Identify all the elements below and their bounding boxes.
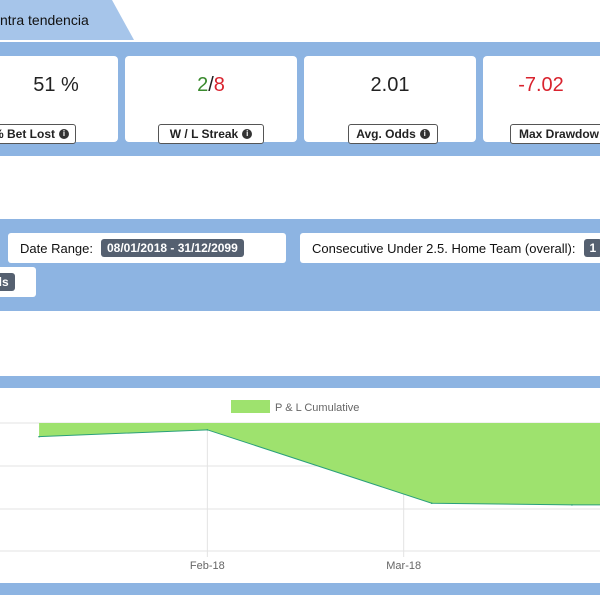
x-tick-label: Mar-18	[386, 560, 421, 572]
info-icon[interactable]: i	[242, 129, 253, 139]
stat-value-part: 2	[197, 74, 209, 96]
pl-area	[39, 423, 600, 505]
pl-point	[38, 435, 40, 438]
stat-card-bet-lost: 51 % % Bet Lost i	[0, 56, 118, 144]
stats-panel: 51 % % Bet Lost i 2/8 W / L Streak i 2.0…	[0, 42, 600, 156]
date-range-value[interactable]: 08/01/2018 - 31/12/2099	[101, 239, 244, 257]
stat-value: 2/8	[125, 74, 297, 97]
stat-card-avg-odds: 2.01 Avg. Odds i	[304, 56, 476, 144]
stat-value-part: -7.02	[518, 74, 564, 96]
tab-label: ntra tendencia	[0, 12, 89, 28]
chart-bottom-border	[0, 583, 600, 595]
date-range-filter[interactable]: Date Range: 08/01/2018 - 31/12/2099	[8, 233, 286, 263]
date-range-label: Date Range:	[20, 240, 93, 256]
legend-swatch	[231, 400, 270, 413]
consecutive-under-value[interactable]: 1	[583, 239, 600, 257]
info-icon[interactable]: i	[59, 129, 69, 139]
info-icon[interactable]: i	[419, 129, 430, 139]
stat-value: 51 %	[0, 74, 118, 97]
consecutive-under-label: Consecutive Under 2.5. Home Team (overal…	[312, 240, 576, 256]
tab-contra-tendencia[interactable]: ntra tendencia	[0, 0, 134, 40]
stat-value: -7.02	[483, 74, 599, 97]
stat-value-part: 2.01	[370, 74, 410, 96]
filter-totals-value[interactable]: als	[0, 273, 15, 291]
stat-value-part: 51 %	[33, 74, 79, 96]
stat-label-button[interactable]: % Bet Lost i	[0, 124, 76, 144]
pl-chart: Feb-18 Mar-18 P & L Cumulative	[0, 388, 600, 583]
pl-chart-svg: Feb-18 Mar-18 P & L Cumulative	[0, 400, 600, 572]
pl-point	[430, 502, 433, 505]
stat-value: 2.01	[304, 74, 476, 97]
stat-label-text: Max Drawdow	[519, 127, 600, 141]
stat-value-part: /	[208, 74, 214, 96]
stat-label-button[interactable]: Avg. Odds i	[348, 124, 438, 144]
stat-label-button[interactable]: W / L Streak i	[158, 124, 264, 144]
filter-totals[interactable]: als	[0, 267, 36, 297]
legend-label: P & L Cumulative	[275, 402, 359, 414]
pl-point	[206, 429, 209, 431]
pl-point	[571, 504, 573, 506]
stat-label-button[interactable]: Max Drawdow	[510, 124, 600, 144]
stat-value-part: 8	[213, 74, 225, 96]
x-tick-label: Feb-18	[190, 560, 225, 572]
consecutive-under-filter[interactable]: Consecutive Under 2.5. Home Team (overal…	[300, 233, 600, 263]
stat-card-max-drawdown: -7.02 Max Drawdow	[483, 56, 600, 144]
chart-top-border	[0, 376, 600, 388]
filters-panel: Date Range: 08/01/2018 - 31/12/2099 Cons…	[0, 219, 600, 311]
stat-label-text: % Bet Lost	[0, 127, 55, 141]
stat-label-text: Avg. Odds	[356, 127, 416, 141]
stat-card-wl-streak: 2/8 W / L Streak i	[125, 56, 297, 144]
stat-label-text: W / L Streak	[169, 127, 239, 141]
